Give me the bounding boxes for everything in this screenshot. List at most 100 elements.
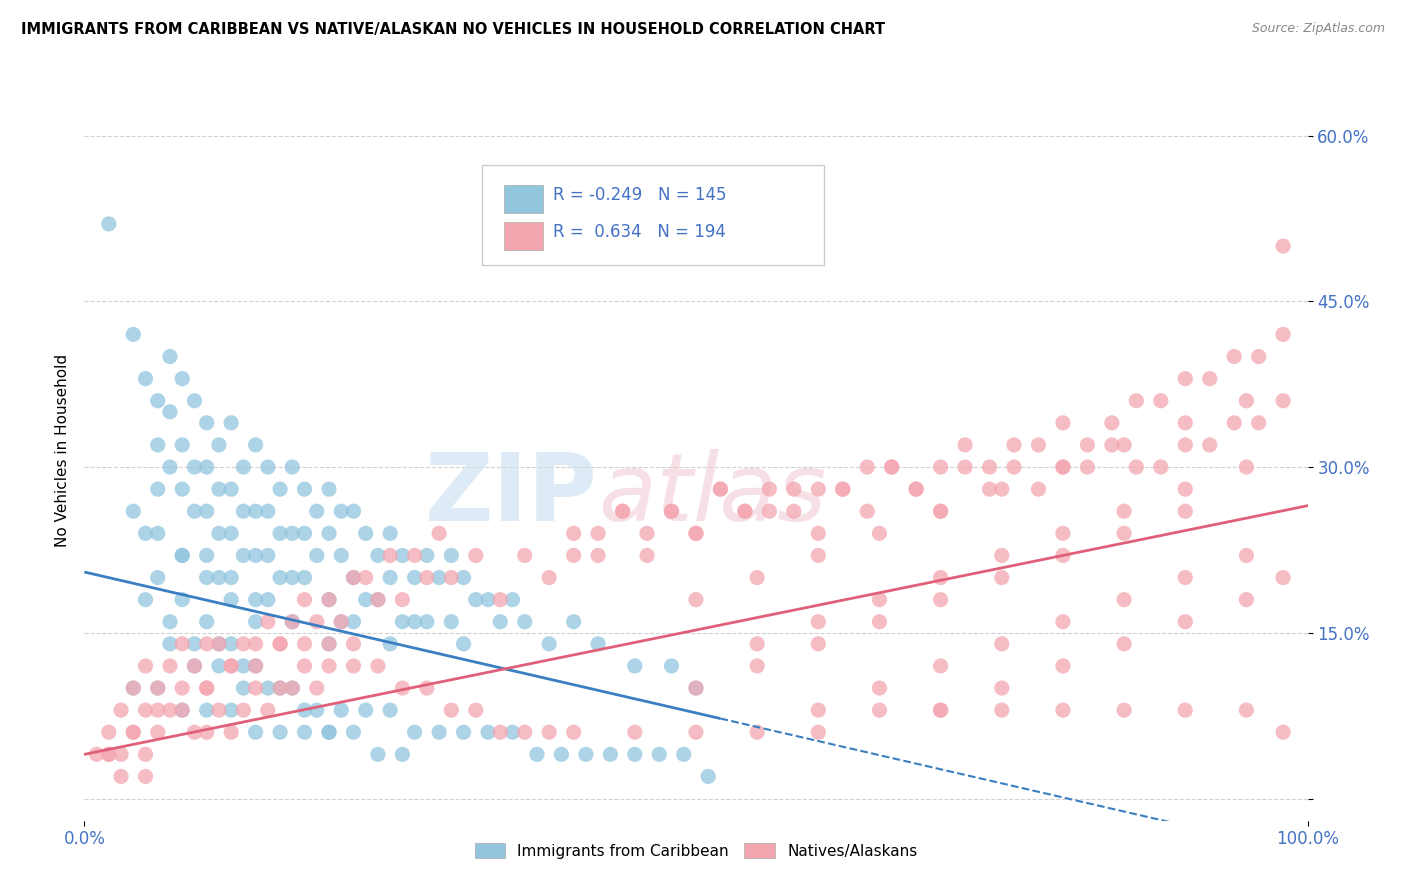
Point bbox=[183, 637, 205, 651]
Point bbox=[281, 615, 304, 629]
Point bbox=[86, 747, 108, 762]
Point bbox=[122, 681, 145, 695]
Point bbox=[208, 526, 231, 541]
Point bbox=[464, 549, 486, 563]
Point bbox=[1114, 637, 1136, 651]
Point bbox=[1236, 549, 1258, 563]
Point bbox=[172, 703, 194, 717]
Point bbox=[172, 438, 194, 452]
Point bbox=[257, 504, 280, 518]
Point bbox=[1052, 416, 1074, 430]
Point bbox=[294, 725, 316, 739]
Point bbox=[318, 659, 340, 673]
Point bbox=[281, 615, 304, 629]
Point bbox=[624, 747, 647, 762]
Point bbox=[380, 637, 402, 651]
Point bbox=[1150, 393, 1173, 408]
Point bbox=[208, 659, 231, 673]
Point bbox=[281, 681, 304, 695]
Point bbox=[929, 504, 952, 518]
Point bbox=[172, 482, 194, 496]
Point bbox=[208, 703, 231, 717]
Point bbox=[991, 681, 1014, 695]
Point bbox=[624, 659, 647, 673]
Point bbox=[97, 725, 120, 739]
Point bbox=[440, 570, 463, 584]
Point bbox=[783, 504, 806, 518]
Point bbox=[294, 592, 316, 607]
Point bbox=[305, 703, 328, 717]
Point bbox=[208, 637, 231, 651]
Point bbox=[1125, 393, 1147, 408]
Point bbox=[1223, 350, 1246, 364]
Point bbox=[1150, 460, 1173, 475]
Point bbox=[648, 747, 671, 762]
Point bbox=[538, 637, 561, 651]
Point bbox=[281, 526, 304, 541]
Point bbox=[991, 703, 1014, 717]
Point bbox=[1174, 615, 1197, 629]
Point bbox=[416, 549, 439, 563]
Point bbox=[929, 592, 952, 607]
Point bbox=[195, 725, 218, 739]
Point bbox=[281, 570, 304, 584]
Point bbox=[183, 504, 205, 518]
Point bbox=[685, 681, 707, 695]
Point bbox=[219, 482, 242, 496]
Point bbox=[1174, 416, 1197, 430]
Point bbox=[1114, 592, 1136, 607]
Point bbox=[991, 549, 1014, 563]
Point bbox=[305, 681, 328, 695]
Point bbox=[232, 637, 254, 651]
Point bbox=[636, 526, 658, 541]
Point bbox=[281, 681, 304, 695]
Point bbox=[195, 504, 218, 518]
Point bbox=[172, 637, 194, 651]
Point bbox=[110, 747, 132, 762]
Point bbox=[146, 703, 169, 717]
Point bbox=[294, 526, 316, 541]
Point bbox=[747, 570, 769, 584]
Point bbox=[159, 460, 181, 475]
Point bbox=[245, 659, 267, 673]
Point bbox=[135, 371, 157, 385]
Point bbox=[257, 592, 280, 607]
Point bbox=[305, 504, 328, 518]
Point bbox=[807, 637, 830, 651]
Point bbox=[1174, 703, 1197, 717]
Point bbox=[453, 637, 475, 651]
Point bbox=[354, 592, 377, 607]
FancyBboxPatch shape bbox=[503, 185, 543, 212]
Point bbox=[807, 526, 830, 541]
Point bbox=[195, 703, 218, 717]
Point bbox=[195, 681, 218, 695]
Point bbox=[245, 549, 267, 563]
Point bbox=[232, 460, 254, 475]
Point bbox=[783, 482, 806, 496]
Point bbox=[905, 482, 928, 496]
Point bbox=[1114, 438, 1136, 452]
Point bbox=[869, 615, 891, 629]
Point bbox=[195, 681, 218, 695]
Point bbox=[807, 725, 830, 739]
Point bbox=[122, 327, 145, 342]
Point bbox=[367, 549, 389, 563]
Point bbox=[747, 659, 769, 673]
Point bbox=[586, 526, 609, 541]
Point bbox=[195, 460, 218, 475]
Point bbox=[245, 592, 267, 607]
Point bbox=[97, 217, 120, 231]
Point bbox=[195, 549, 218, 563]
Point bbox=[245, 438, 267, 452]
Point bbox=[318, 637, 340, 651]
Point bbox=[856, 460, 879, 475]
Text: IMMIGRANTS FROM CARIBBEAN VS NATIVE/ALASKAN NO VEHICLES IN HOUSEHOLD CORRELATION: IMMIGRANTS FROM CARIBBEAN VS NATIVE/ALAS… bbox=[21, 22, 886, 37]
Point bbox=[477, 725, 499, 739]
Point bbox=[159, 350, 181, 364]
Point bbox=[1052, 526, 1074, 541]
Point bbox=[330, 549, 353, 563]
Point bbox=[807, 615, 830, 629]
Point bbox=[747, 725, 769, 739]
Point bbox=[1223, 416, 1246, 430]
Point bbox=[122, 504, 145, 518]
